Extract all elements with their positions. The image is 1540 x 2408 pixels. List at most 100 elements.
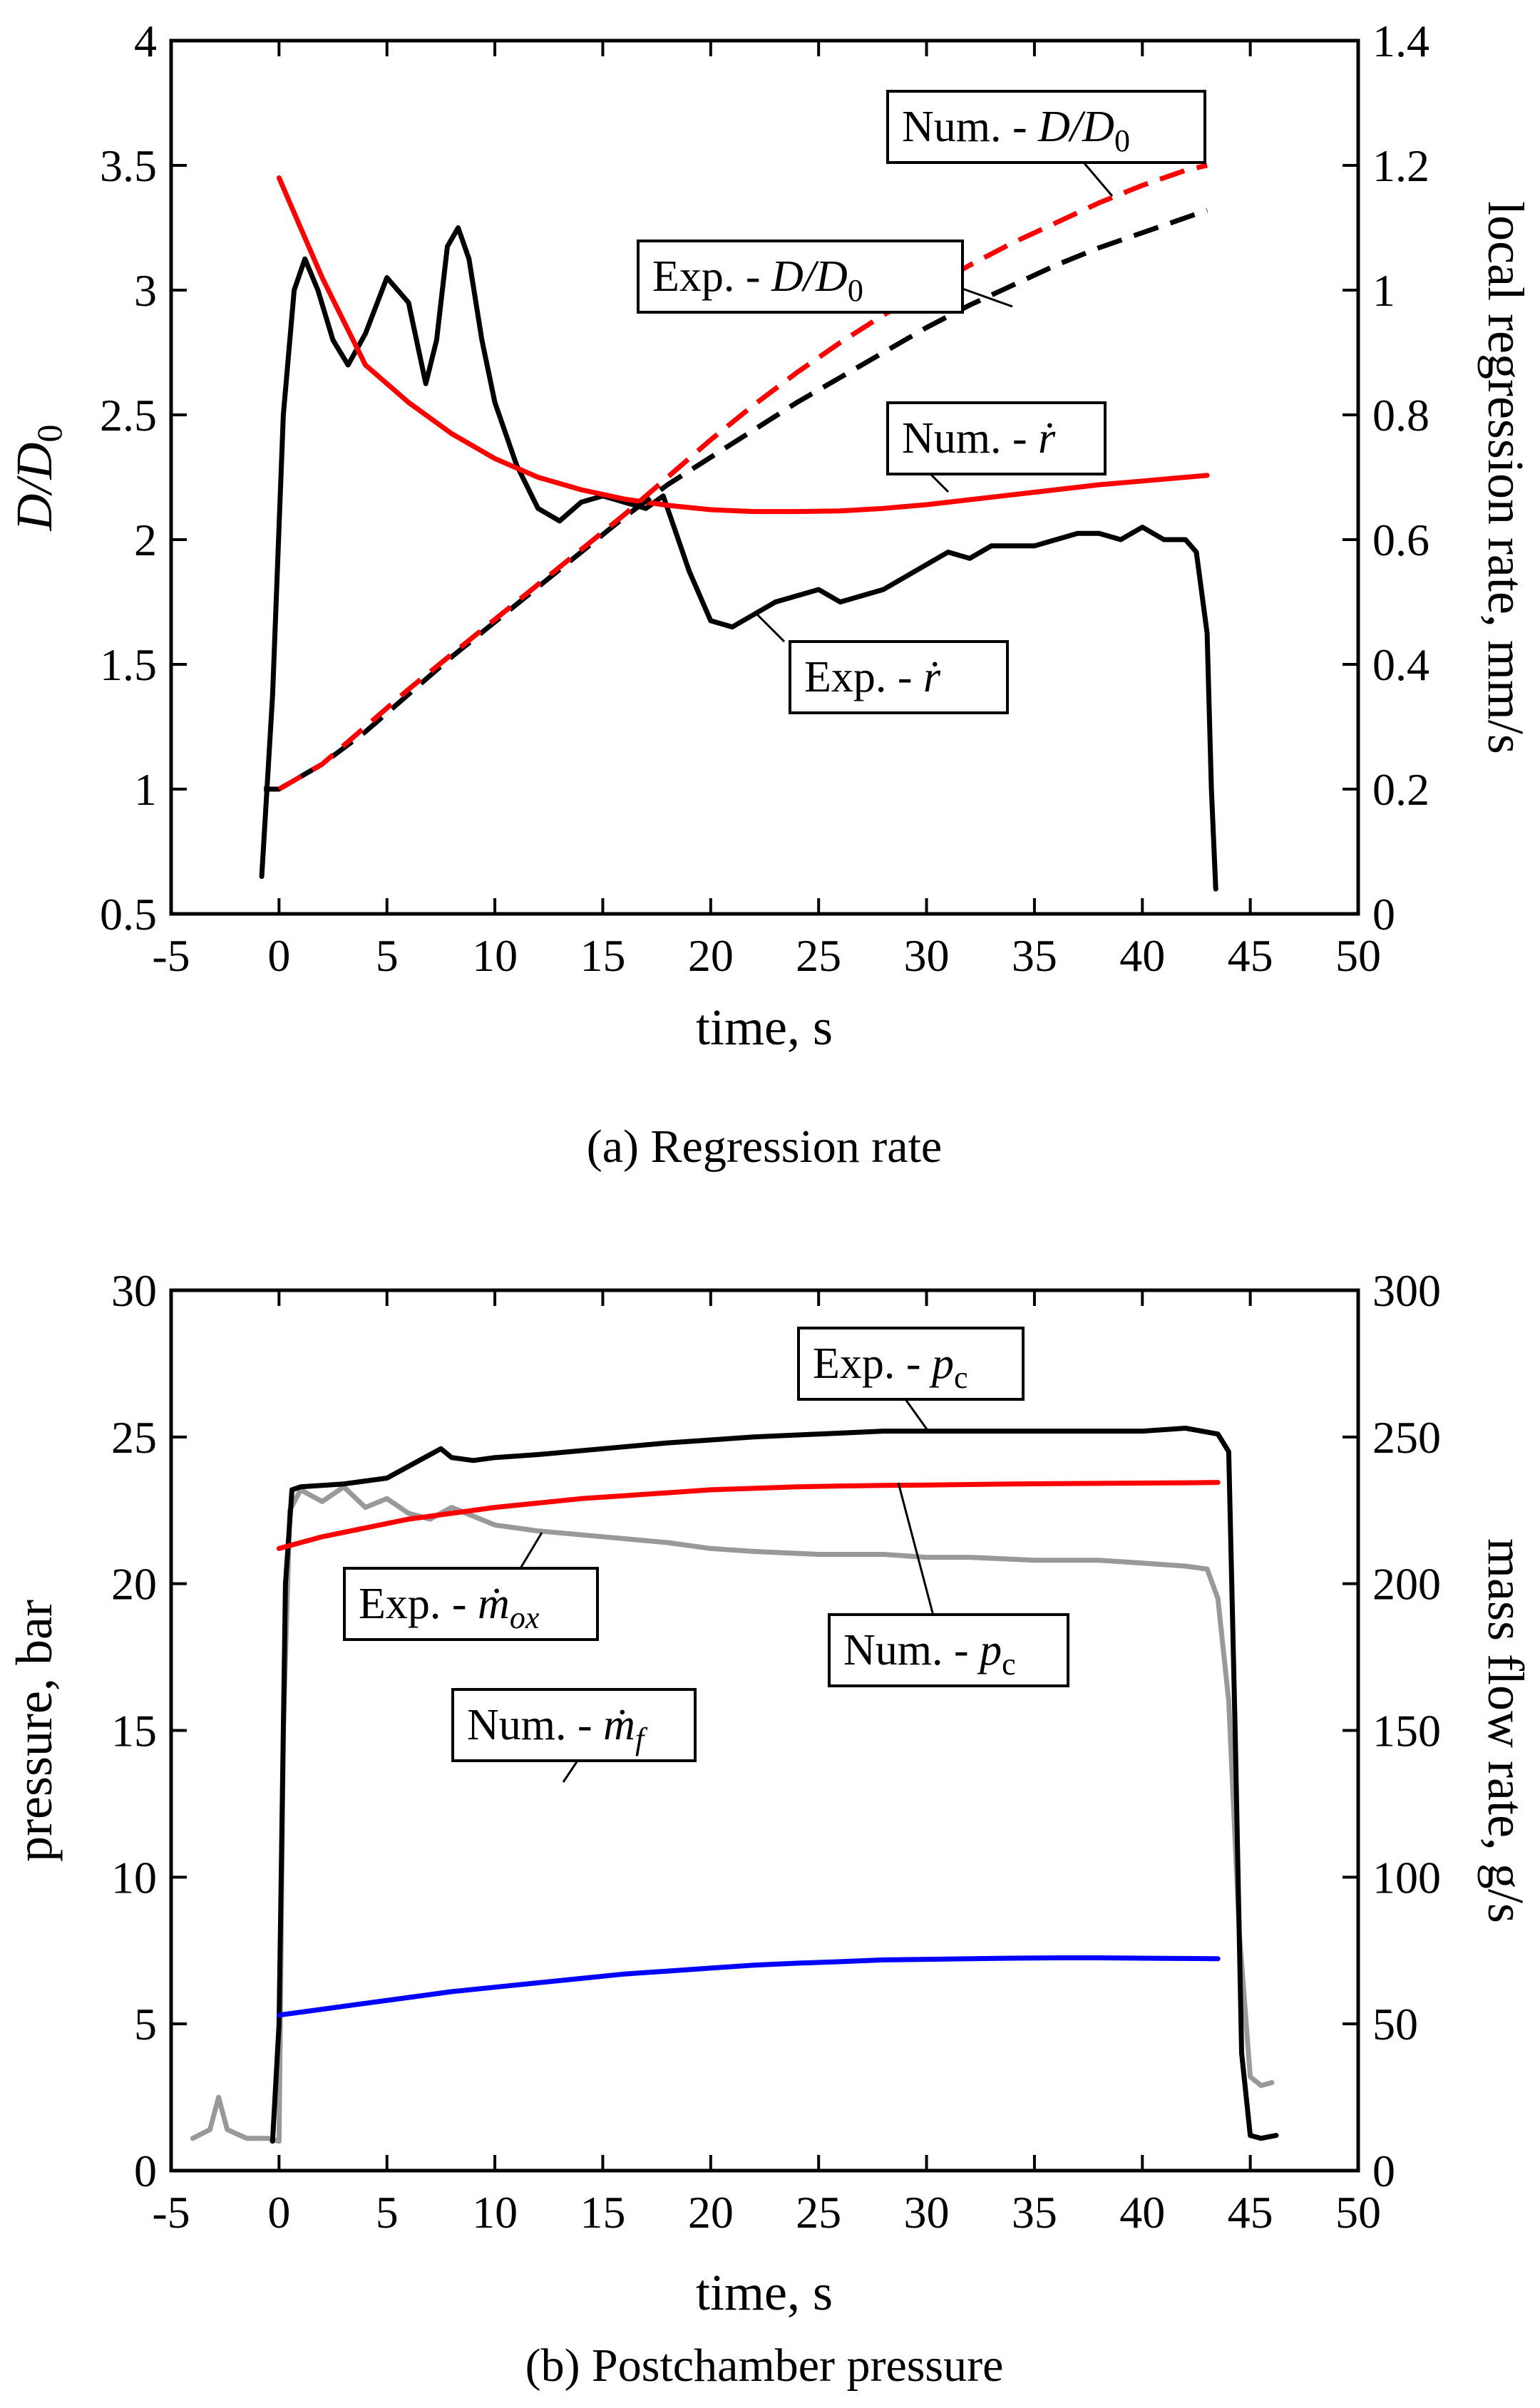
leader-b-num-pc-1 <box>897 1482 935 1619</box>
panel-a-xlabel: time, s <box>696 999 833 1056</box>
annotation-exp-dd0: Exp. - D/D0 <box>637 240 964 314</box>
y2-tick-label: 1.2 <box>1372 140 1429 191</box>
series-line-exp-d-d0 <box>264 207 1208 792</box>
x-tick-label: 30 <box>904 2187 950 2238</box>
panel-a-leaders <box>754 162 1114 643</box>
panel-b-y2label: mass flow rate, g/s <box>1477 1538 1534 1923</box>
x-tick-label: -5 <box>152 930 190 981</box>
x-tick-label: 50 <box>1335 2187 1381 2238</box>
annotation-num-r: Num. - ṙ <box>886 401 1107 475</box>
y-tick-label: 0.5 <box>100 889 157 940</box>
x-tick-label: 30 <box>904 930 950 981</box>
y-tick-label: 25 <box>111 1412 157 1463</box>
series-line-exp-m-ox <box>190 1484 1275 2144</box>
leader-a-num-dd0 <box>1082 162 1114 197</box>
panel-b-caption: (b) Postchamber pressure <box>525 2340 1004 2392</box>
x-tick-label: 35 <box>1012 2187 1057 2238</box>
y2-tick-label: 200 <box>1372 1559 1441 1610</box>
panel-a-series-group <box>259 163 1218 892</box>
y-tick-label: 1.5 <box>100 639 157 690</box>
panel-a-y2label: local regression rate, mm/s <box>1477 201 1534 754</box>
annotation-num-pc: Num. - pc <box>828 1613 1069 1687</box>
annotation-box <box>797 1327 1025 1401</box>
annotation-box <box>886 90 1206 164</box>
leader-b-num-mf <box>562 1760 579 1783</box>
panel-b-xlabel: time, s <box>696 2264 833 2321</box>
series-line-exp-p-c <box>270 1426 1279 2144</box>
y2-tick-label: 0 <box>1372 889 1395 940</box>
y-tick-label: 2.5 <box>100 390 157 441</box>
x-tick-label: 5 <box>376 2187 399 2238</box>
annotation-exp-pc: Exp. - pc <box>797 1327 1025 1401</box>
series-line-exp-r <box>259 225 1218 892</box>
x-tick-label: 0 <box>267 2187 290 2238</box>
y2-tick-label: 50 <box>1372 1999 1418 2049</box>
y-tick-label: 30 <box>111 1265 157 1316</box>
y2-tick-label: 1.4 <box>1372 16 1429 66</box>
annotation-box <box>451 1688 697 1762</box>
annotation-box <box>828 1613 1069 1687</box>
panel-a-caption: (a) Regression rate <box>587 1121 942 1173</box>
y-tick-label: 20 <box>111 1559 157 1610</box>
y2-tick-label: 0.6 <box>1372 515 1429 565</box>
panel-b-series-group <box>190 1426 1279 2144</box>
x-tick-label: 5 <box>376 930 399 981</box>
annotation-box <box>789 640 1009 714</box>
panel-a-plot-frame <box>169 38 1360 916</box>
annotation-text: Num. - D/D0 <box>902 103 1130 158</box>
annotation-exp-mox: Exp. - ṁox <box>343 1567 599 1641</box>
series-line-num-d-d0 <box>277 163 1208 792</box>
series-line-num-p-c <box>276 1480 1221 1551</box>
y2-tick-label: 300 <box>1372 1265 1441 1316</box>
y2-tick-label: 250 <box>1372 1412 1441 1463</box>
panel-b-ylabel: pressure, bar <box>6 1600 63 1862</box>
annotation-text: Num. - ṙ <box>902 414 1056 463</box>
annotation-exp-r: Exp. - ṙ <box>789 640 1009 714</box>
x-tick-label: 20 <box>688 930 734 981</box>
x-tick-label: 40 <box>1119 930 1165 981</box>
annotation-text: Num. - ṁf <box>467 1701 648 1756</box>
y2-tick-label: 0.2 <box>1372 764 1429 815</box>
leader-a-exp-dd0 <box>962 287 1013 308</box>
annotation-box <box>343 1567 599 1641</box>
annotation-num-dd0: Num. - D/D0 <box>886 90 1206 164</box>
x-tick-label: -5 <box>152 2187 190 2238</box>
annotation-text: Exp. - ṁox <box>359 1580 540 1635</box>
leader-b-exp-pc <box>904 1399 928 1430</box>
leader-b-exp-mox <box>519 1532 543 1569</box>
annotation-text: Exp. - pc <box>813 1339 968 1395</box>
x-tick-label: 20 <box>688 2187 734 2238</box>
panel-a-axes-group: -5 0 5 10 15 20 25 30 35 40 45 500.511.522.533.5400… <box>100 16 1429 981</box>
y2-tick-label: 0.4 <box>1372 639 1429 690</box>
x-tick-label: 10 <box>472 2187 518 2238</box>
panel-a-ylabel: D/D0 <box>6 425 69 532</box>
annotation-text: Exp. - ṙ <box>804 653 941 701</box>
x-tick-label: 35 <box>1012 930 1057 981</box>
y-tick-label: 0 <box>134 2146 157 2196</box>
annotation-text: Num. - pc <box>843 1626 1016 1682</box>
x-tick-label: 25 <box>796 930 841 981</box>
x-tick-label: 25 <box>796 2187 841 2238</box>
x-tick-label: 40 <box>1119 2187 1165 2238</box>
y-tick-label: 4 <box>134 16 157 66</box>
y2-tick-label: 1 <box>1372 265 1395 316</box>
series-line-num-r <box>276 175 1210 515</box>
y2-tick-label: 150 <box>1372 1706 1441 1756</box>
x-tick-label: 45 <box>1228 2187 1273 2238</box>
y-tick-label: 10 <box>111 1852 157 1903</box>
annotation-box <box>637 240 964 314</box>
x-tick-label: 15 <box>580 2187 625 2238</box>
panel-regression-rate: -5 0 5 10 15 20 25 30 35 40 45 500.511.522.533.5400… <box>6 16 1534 1173</box>
x-tick-label: 15 <box>580 930 625 981</box>
panel-b-plot-frame <box>169 1288 1360 2173</box>
annotation-text: Exp. - D/D0 <box>652 252 863 308</box>
y-tick-label: 5 <box>134 1999 157 2049</box>
y-tick-label: 15 <box>111 1706 157 1756</box>
x-tick-label: 10 <box>472 930 518 981</box>
panel-postchamber-pressure: -5 0 5 10 15 20 25 30 35 40 45 50051015202530050100… <box>6 1265 1534 2392</box>
y2-tick-label: 0.8 <box>1372 390 1429 441</box>
y2-tick-label: 100 <box>1372 1852 1441 1903</box>
annotation-num-mf: Num. - ṁf <box>451 1688 697 1762</box>
y2-tick-label: 0 <box>1372 2146 1395 2196</box>
